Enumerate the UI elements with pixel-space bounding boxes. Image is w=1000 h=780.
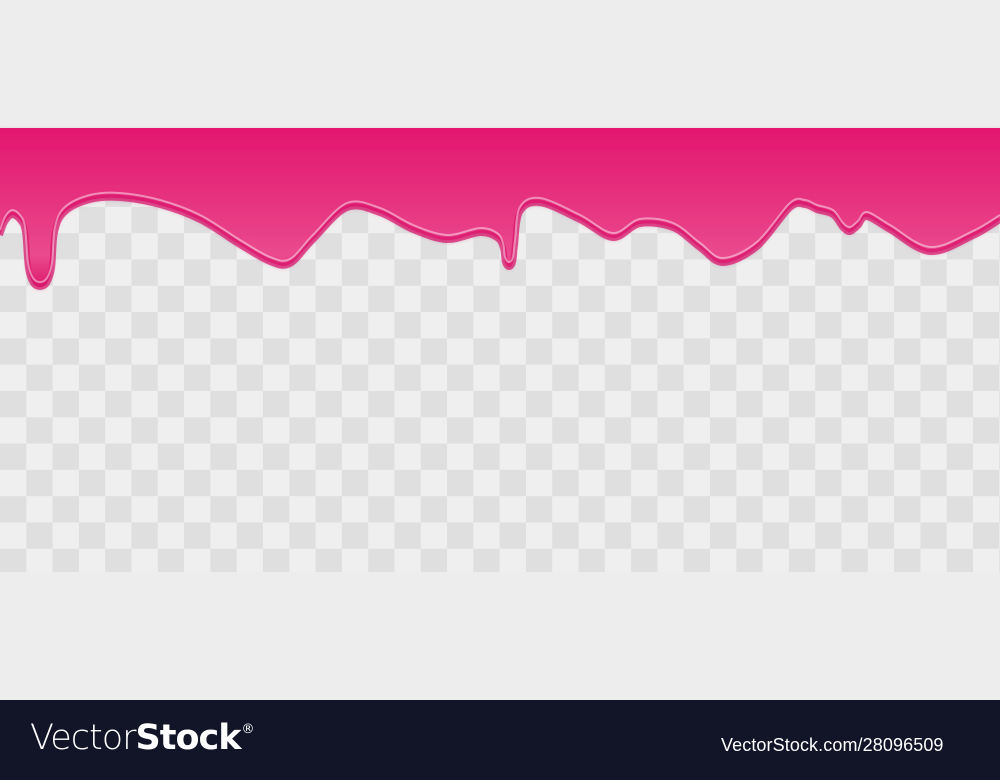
drip-highlight [0, 191, 1000, 284]
drip-shape [0, 128, 1000, 287]
image-id-url: VectorStock.com/28096509 [721, 735, 944, 755]
registered-mark: ® [241, 722, 255, 737]
footer-bar: VectorStock® VectorStock.com/28096509 [0, 700, 1000, 780]
logo-text-vector: Vector [30, 718, 137, 758]
vectorstock-logo: VectorStock® [30, 718, 255, 758]
drip-edge [0, 194, 1000, 291]
illustration [0, 128, 1000, 572]
logo-text-stock: Stock [135, 718, 242, 758]
pink-liquid-drip [0, 128, 1000, 291]
